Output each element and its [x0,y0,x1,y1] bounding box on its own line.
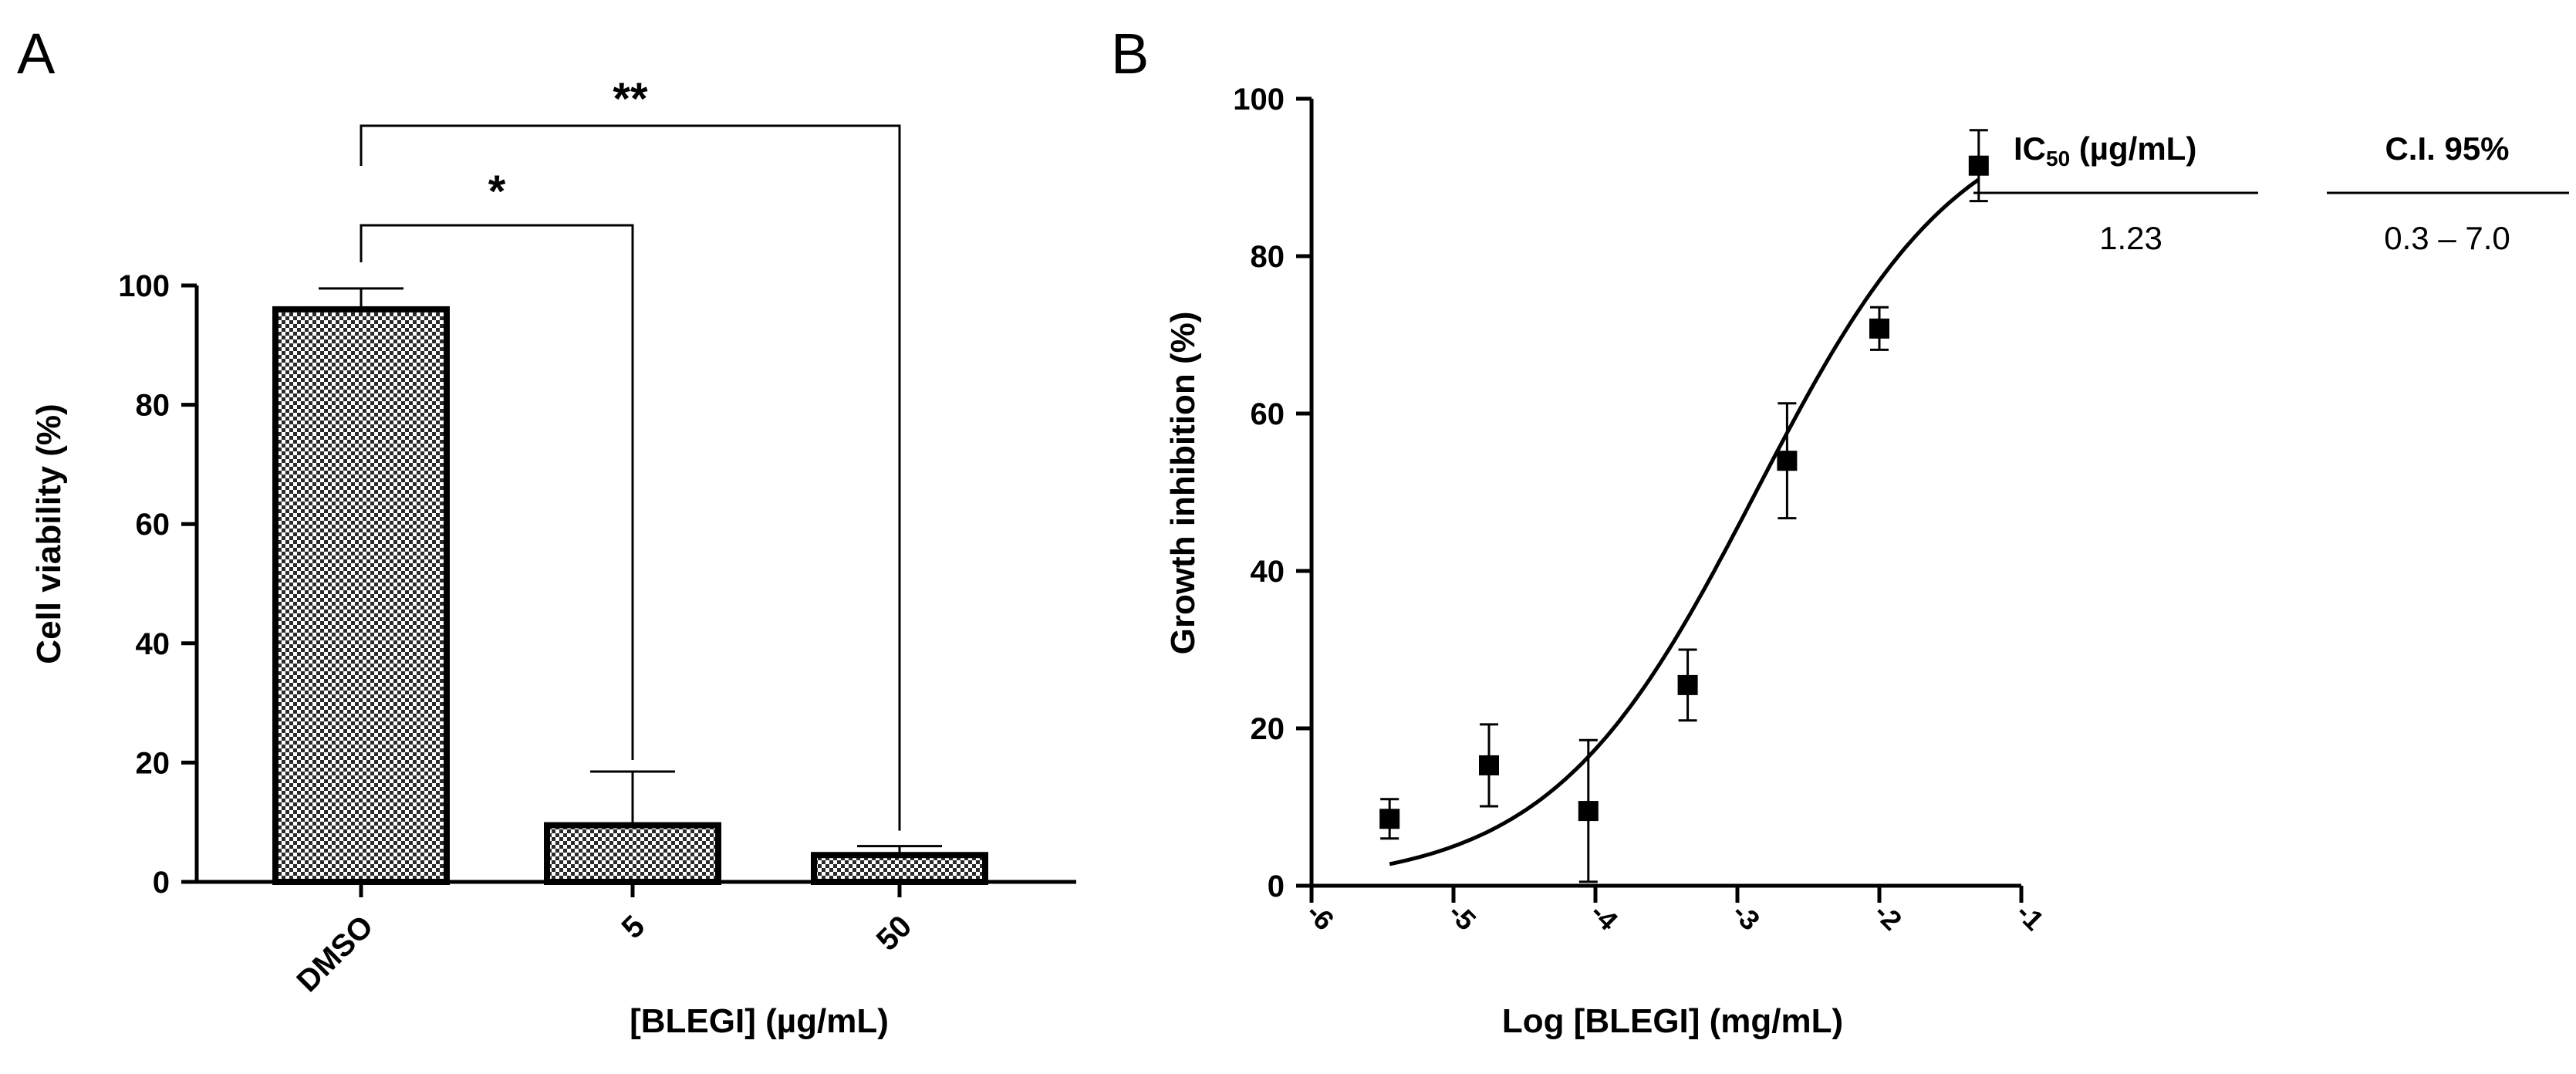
panel-b-y-tick-label: 80 [1251,240,1285,274]
panel-a-y-tick-label: 60 [136,508,170,542]
ic50-header-subscript: 50 [2046,147,2070,171]
panel-a-letter: A [17,22,56,86]
panel-a-bar [272,306,450,886]
ci-header: C.I. 95% [2385,130,2509,167]
panel-a-y-tick-label: 40 [136,627,170,661]
panel-b-data-point [1578,801,1599,822]
panel-b-data-point [1869,318,1889,339]
panel-b-x-tick-label: -1 [2010,897,2051,937]
panel-b-y-tick-label: 60 [1251,397,1285,431]
panel-a-significance-bracket [360,224,634,760]
panel-b-x-tick-label: -3 [1727,897,1767,937]
ic50-table: IC50 (µg/mL) C.I. 95% 1.23 0.3 – 7.0 [1973,130,2569,256]
panel-a-bar [811,852,988,885]
panel-a-y-tick-label: 80 [136,389,170,423]
ic50-header: IC50 (µg/mL) [2014,130,2196,171]
panel-b-x-tick-label: -6 [1301,897,1341,937]
panel-a-y-tick-label: 20 [136,746,170,780]
panel-b-letter: B [1111,22,1149,86]
panel-b-y-tick-label: 0 [1268,870,1285,903]
panel-b-axes: 0 20 40 60 80 100 -6 -5 -4 -3 -2 -1 [1233,83,2050,937]
panel-b-x-tick-label: -5 [1443,897,1483,937]
panel-b-data-point [1677,674,1698,695]
panel-a-significance-bracket [360,124,901,831]
panel-a-significance: *** [360,74,901,831]
panel-a-x-tick-label: 50 [870,909,919,957]
panel-b-y-axis-title: Growth inhibition (%) [1164,312,1202,655]
panel-a-y-axis-title: Cell viability (%) [30,404,68,664]
panel-b-x-axis-title: Log [BLEGI] (mg/mL) [1502,1002,1843,1040]
panel-a-significance-label: ** [613,74,648,124]
panel-a-x-tick-label: 5 [616,909,652,945]
ic50-header-unit: (µg/mL) [2070,130,2196,167]
panel-b-x-tick-label: -2 [1869,897,1909,937]
panel-b-y-tick-label: 100 [1233,83,1285,117]
panel-b-data-point [1479,755,1499,775]
ci-value: 0.3 – 7.0 [2384,220,2510,256]
panel-b-data-point [1379,809,1400,829]
panel-a-axes: 0 20 40 60 80 100 DMSO 5 50 [118,269,1076,998]
panel-a-bar [544,822,721,885]
panel-b-data-point [1777,451,1798,471]
panel-b-fit-curve [1389,177,1980,866]
panel-b-points [1379,129,1989,883]
panel-b-y-tick-label: 40 [1251,555,1285,589]
ic50-header-prefix: IC [2014,130,2046,167]
panel-a-x-tick-label: DMSO [290,909,380,998]
panel-b-fit-curve-group [1389,177,1980,866]
panel-a-significance-label: * [488,167,506,217]
panel-a-y-tick-label: 100 [118,269,170,303]
panel-a-bars [272,287,988,886]
panel-a-y-tick-label: 0 [153,866,170,900]
panel-b-data-point [1968,155,1989,176]
panel-b-y-tick-label: 20 [1251,712,1285,746]
panel-a-x-axis-title: [BLEGI] (µg/mL) [630,1002,889,1040]
ic50-value: 1.23 [2099,220,2162,256]
panel-b-x-tick-label: -4 [1585,897,1625,937]
